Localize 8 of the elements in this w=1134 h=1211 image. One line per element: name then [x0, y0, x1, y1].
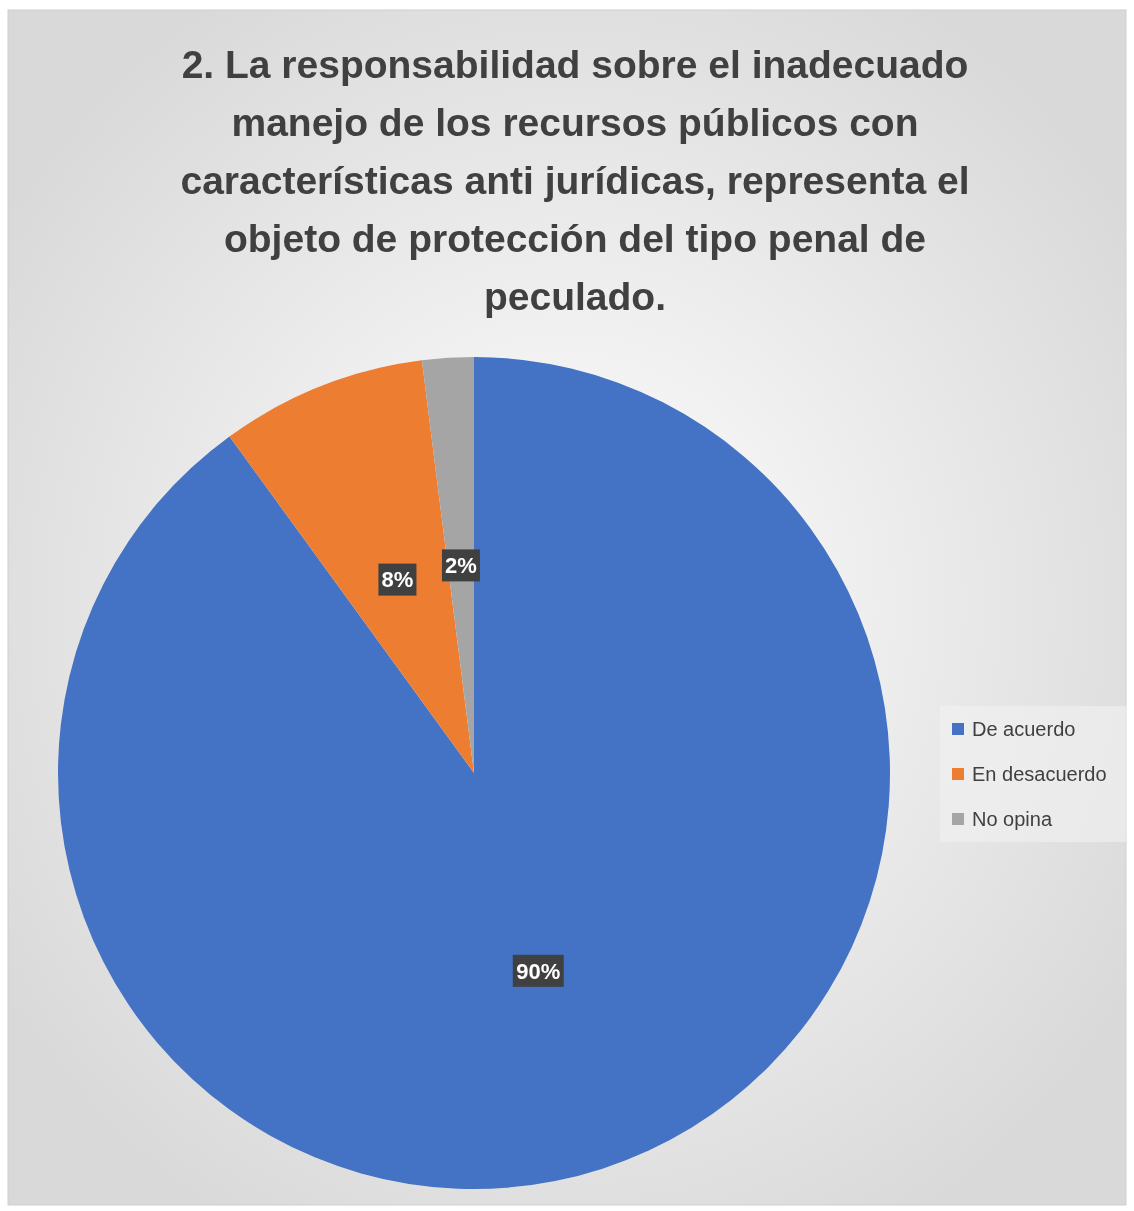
data-label: 8%	[381, 567, 414, 593]
data-label: 90%	[516, 958, 561, 984]
pie-slice	[58, 357, 890, 1189]
data-label: 2%	[445, 553, 477, 579]
legend-label: No opina	[972, 808, 1053, 830]
chart-title: 2. La responsabilidad sobre el inadecuado manejo de los recursos públicos con características anti jurídicas, representa el objeto de protección del tipo penal de peculado.	[179, 42, 971, 320]
legend-label: De acuerdo	[972, 718, 1076, 740]
legend-label: En desacuerdo	[972, 763, 1107, 785]
